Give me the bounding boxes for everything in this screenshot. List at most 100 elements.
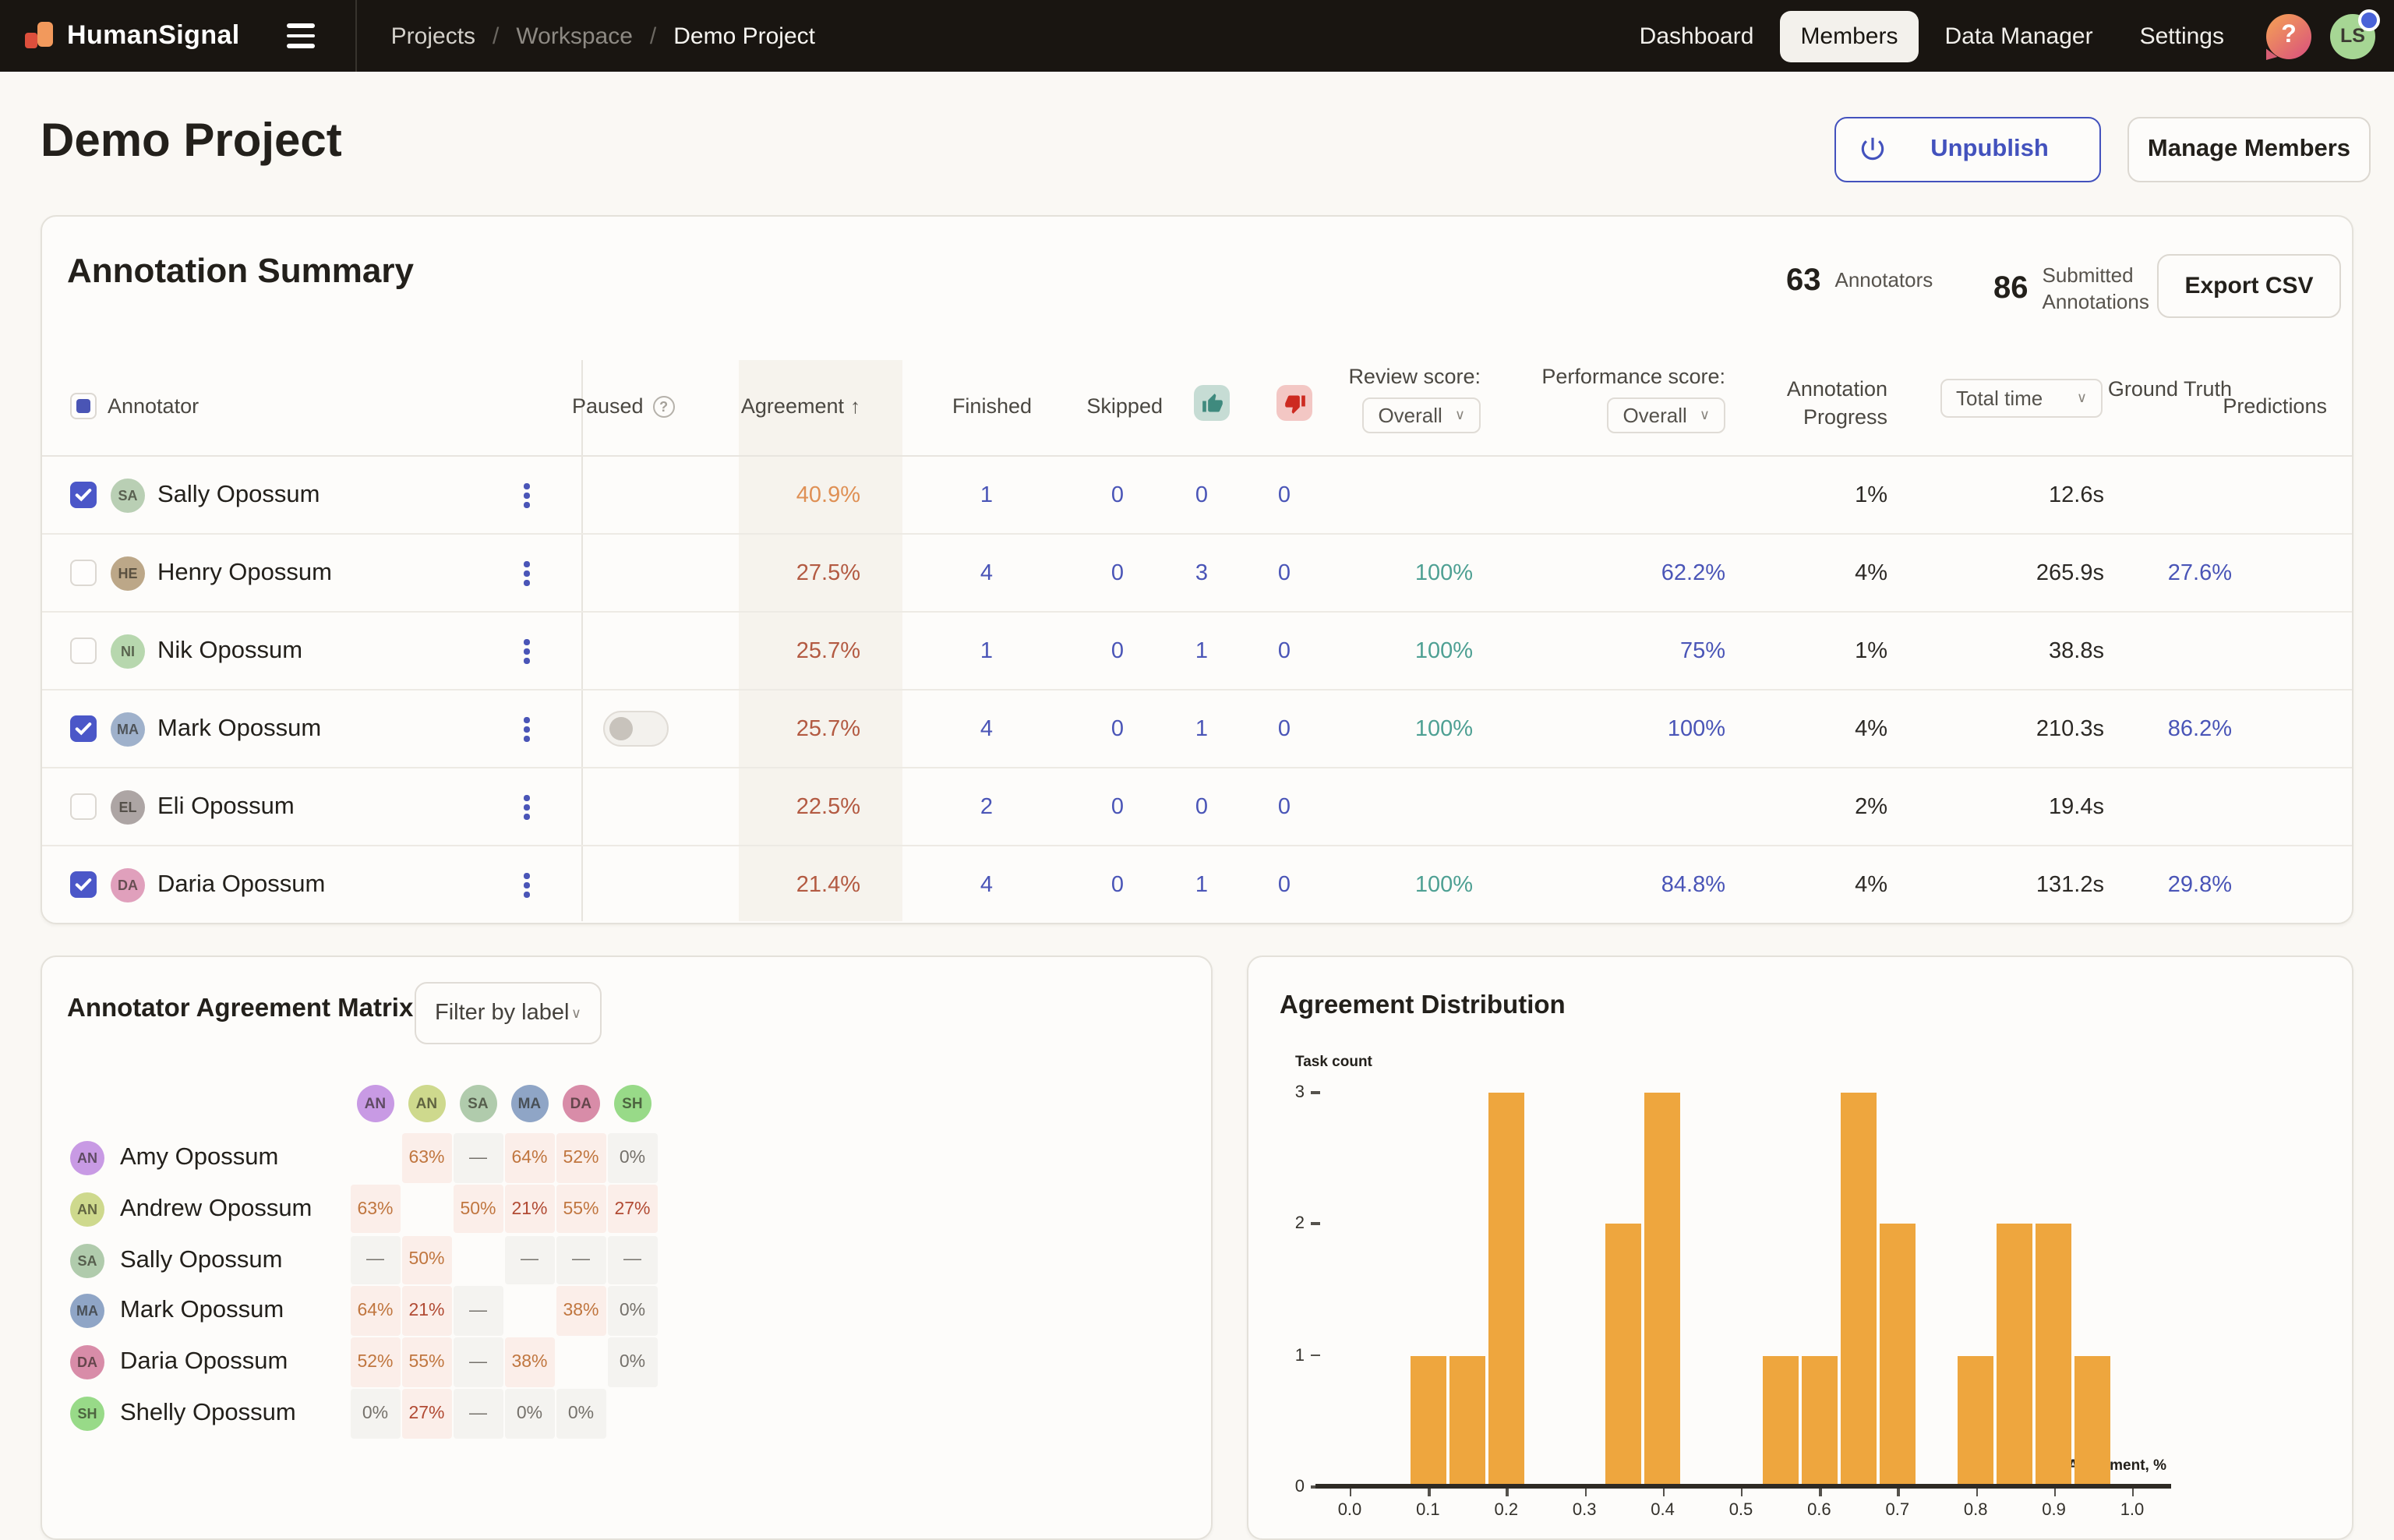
- finished-count: 4: [980, 846, 993, 924]
- row-checkbox[interactable]: [70, 793, 97, 820]
- export-csv-button[interactable]: Export CSV: [2157, 254, 2341, 318]
- agreement-value: 27.5%: [796, 535, 860, 613]
- review-score-value: 100%: [1415, 691, 1473, 768]
- column-header-ground-truth: Ground Truth: [2092, 376, 2232, 404]
- table-row[interactable]: HE Henry Opossum 27.5% 4 0 3 0 100% 62.2…: [42, 535, 2352, 613]
- finished-count: 1: [980, 457, 993, 535]
- manage-members-button[interactable]: Manage Members: [2127, 117, 2371, 182]
- table-row[interactable]: DA Daria Opossum 21.4% 4 0 1 0 100% 84.8…: [42, 846, 2352, 924]
- y-tick-label: 1: [1273, 1346, 1305, 1365]
- select-all-checkbox[interactable]: [70, 393, 97, 419]
- sort-ascending-icon: ↑: [850, 394, 860, 418]
- annotator-name: Mark Opossum: [157, 691, 321, 768]
- row-menu-icon[interactable]: [510, 474, 544, 517]
- matrix-row-name: Mark Opossum: [120, 1287, 284, 1337]
- matrix-column-avatar-sh: SH: [613, 1085, 651, 1122]
- annotators-table: Annotator Paused ? Agreement ↑ Finished …: [42, 360, 2352, 923]
- review-score-dropdown[interactable]: Overall∨: [1362, 397, 1481, 433]
- ground-truth-value: 86.2%: [2168, 691, 2232, 768]
- matrix-cell: 0%: [608, 1337, 657, 1386]
- ground-truth-value: 27.6%: [2168, 535, 2232, 613]
- matrix-cell: 0%: [556, 1389, 606, 1438]
- column-header-agreement[interactable]: Agreement ↑: [741, 394, 860, 418]
- total-time-dropdown[interactable]: Total time∨: [1940, 379, 2103, 418]
- row-menu-icon[interactable]: [510, 864, 544, 907]
- hamburger-menu-icon[interactable]: [281, 18, 321, 55]
- total-time-value: 19.4s: [2049, 768, 2104, 846]
- y-tick-mark: [1311, 1091, 1320, 1093]
- chart-x-axis-line: [1315, 1484, 2171, 1488]
- notification-dot: [2358, 9, 2380, 30]
- table-row[interactable]: NI Nik Opossum 25.7% 1 0 1 0 100% 75% 1%…: [42, 613, 2352, 691]
- histogram-bar: [2036, 1224, 2072, 1487]
- agreement-value: 25.7%: [796, 691, 860, 768]
- column-header-review-score: Review score: Overall∨: [1348, 365, 1481, 433]
- row-checkbox[interactable]: [70, 715, 97, 742]
- breadcrumb-item-projects[interactable]: Projects: [391, 23, 475, 49]
- row-checkbox[interactable]: [70, 871, 97, 898]
- thumbs-down-count: 0: [1278, 691, 1291, 768]
- x-tick-mark: [1898, 1489, 1900, 1496]
- matrix-column-avatar-sa: SA: [459, 1085, 496, 1122]
- table-header: Annotator Paused ? Agreement ↑ Finished …: [42, 360, 2352, 457]
- performance-score-value: 62.2%: [1661, 535, 1725, 613]
- unpublish-button[interactable]: Unpublish: [1834, 117, 2101, 182]
- nav-item-data-manager[interactable]: Data Manager: [1924, 10, 2113, 62]
- annotator-avatar: MA: [111, 712, 145, 747]
- row-checkbox[interactable]: [70, 638, 97, 664]
- annotator-name: Eli Opossum: [157, 768, 295, 846]
- row-menu-icon[interactable]: [510, 708, 544, 751]
- thumbs-down-column-header: [1276, 385, 1312, 421]
- review-score-value: 100%: [1415, 613, 1473, 691]
- row-menu-icon[interactable]: [510, 786, 544, 829]
- row-checkbox[interactable]: [70, 482, 97, 508]
- humansignal-logo[interactable]: HumanSignal: [25, 20, 240, 51]
- user-avatar[interactable]: LS: [2330, 13, 2375, 58]
- filter-by-label-dropdown[interactable]: Filter by label ∨: [415, 982, 602, 1044]
- paused-toggle[interactable]: [603, 711, 669, 747]
- matrix-cell: —: [454, 1337, 503, 1386]
- chevron-down-icon: ∨: [571, 1005, 581, 1022]
- x-tick-mark: [1584, 1489, 1587, 1496]
- nav-item-dashboard[interactable]: Dashboard: [1619, 10, 1774, 62]
- row-menu-icon[interactable]: [510, 630, 544, 673]
- brand-name: HumanSignal: [67, 20, 240, 51]
- histogram-bar: [1605, 1224, 1641, 1487]
- nav-item-settings[interactable]: Settings: [2120, 10, 2244, 62]
- help-button[interactable]: ?: [2266, 13, 2311, 58]
- help-icon: ?: [2281, 22, 2297, 50]
- matrix-cell: 50%: [402, 1235, 451, 1284]
- row-checkbox[interactable]: [70, 560, 97, 586]
- breadcrumb-item-workspace[interactable]: Workspace: [516, 23, 633, 49]
- performance-score-value: 100%: [1668, 691, 1725, 768]
- matrix-row-name: Sally Opossum: [120, 1235, 282, 1285]
- x-tick-mark: [2054, 1489, 2057, 1496]
- total-time-value: 265.9s: [2036, 535, 2104, 613]
- nav-item-members[interactable]: Members: [1780, 10, 1918, 62]
- chart-y-axis-label: Task count: [1295, 1054, 1372, 1071]
- matrix-cell: —: [505, 1235, 554, 1284]
- agreement-value: 40.9%: [796, 457, 860, 535]
- chevron-down-icon: ∨: [1455, 407, 1465, 424]
- topbar-right: DashboardMembersData ManagerSettings ? L…: [1619, 10, 2375, 62]
- matrix-column-avatar-an: AN: [356, 1085, 394, 1122]
- row-menu-icon[interactable]: [510, 552, 544, 595]
- y-tick-label: 2: [1273, 1215, 1305, 1234]
- paused-help-icon[interactable]: ?: [653, 395, 675, 417]
- thumbs-up-column-header: [1194, 385, 1230, 421]
- submitted-count: 86: [1993, 272, 2029, 308]
- thumbs-down-icon: [1284, 392, 1305, 414]
- matrix-cell: 63%: [402, 1133, 451, 1182]
- matrix-row-avatar-da: DA: [70, 1345, 104, 1379]
- matrix-cell: 21%: [402, 1287, 451, 1336]
- matrix-cell: —: [351, 1235, 400, 1284]
- column-header-finished: Finished: [952, 394, 1032, 418]
- table-row[interactable]: MA Mark Opossum 25.7% 4 0 1 0 100% 100% …: [42, 691, 2352, 768]
- table-row[interactable]: EL Eli Opossum 22.5% 2 0 0 0 2% 19.4s: [42, 768, 2352, 846]
- column-header-skipped: Skipped: [1086, 394, 1163, 418]
- performance-score-dropdown[interactable]: Overall∨: [1607, 397, 1725, 433]
- total-time-value: 131.2s: [2036, 846, 2104, 924]
- annotator-avatar: DA: [111, 868, 145, 902]
- table-row[interactable]: SA Sally Opossum 40.9% 1 0 0 0 1% 12.6s: [42, 457, 2352, 535]
- matrix-cell: 27%: [608, 1185, 657, 1234]
